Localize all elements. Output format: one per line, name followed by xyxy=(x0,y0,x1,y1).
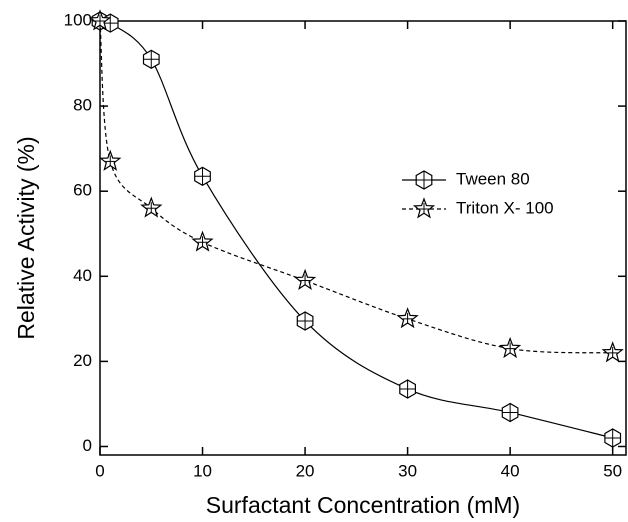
hexagon-marker xyxy=(399,379,416,399)
star-marker xyxy=(191,230,214,252)
x-tick-label: 40 xyxy=(501,461,520,480)
hexagon-marker xyxy=(194,166,211,186)
series-line xyxy=(99,20,613,354)
y-tick-label: 80 xyxy=(73,96,92,115)
star-marker xyxy=(396,307,419,329)
star-marker xyxy=(412,197,436,219)
x-tick-label: 50 xyxy=(603,461,622,480)
x-tick-label: 20 xyxy=(296,461,315,480)
star-marker xyxy=(498,336,522,359)
x-axis-label: Surfactant Concentration (mM) xyxy=(206,492,520,518)
plot-frame xyxy=(99,20,627,456)
legend-label: Triton X- 100 xyxy=(456,198,554,217)
x-tick-label: 10 xyxy=(193,461,212,480)
y-tick-label: 20 xyxy=(73,351,92,370)
y-tick-label: 40 xyxy=(73,266,92,285)
hexagon-marker xyxy=(501,402,519,423)
x-tick-label: 0 xyxy=(95,461,104,480)
star-marker xyxy=(99,149,122,171)
legend-label: Tween 80 xyxy=(456,169,530,188)
series-line xyxy=(99,19,613,439)
y-axis-label: Relative Activity (%) xyxy=(13,136,39,339)
y-tick-label: 60 xyxy=(73,181,92,200)
y-tick-label: 0 xyxy=(83,436,92,455)
y-tick-label: 100 xyxy=(64,10,92,29)
hexagon-marker xyxy=(296,311,314,331)
hexagon-marker xyxy=(415,170,433,190)
hexagon-marker xyxy=(604,428,622,448)
star-marker xyxy=(88,9,112,31)
x-tick-label: 30 xyxy=(398,461,417,480)
hexagon-marker xyxy=(142,49,160,69)
star-marker xyxy=(140,196,163,218)
star-marker xyxy=(601,341,624,363)
star-marker xyxy=(293,268,317,290)
